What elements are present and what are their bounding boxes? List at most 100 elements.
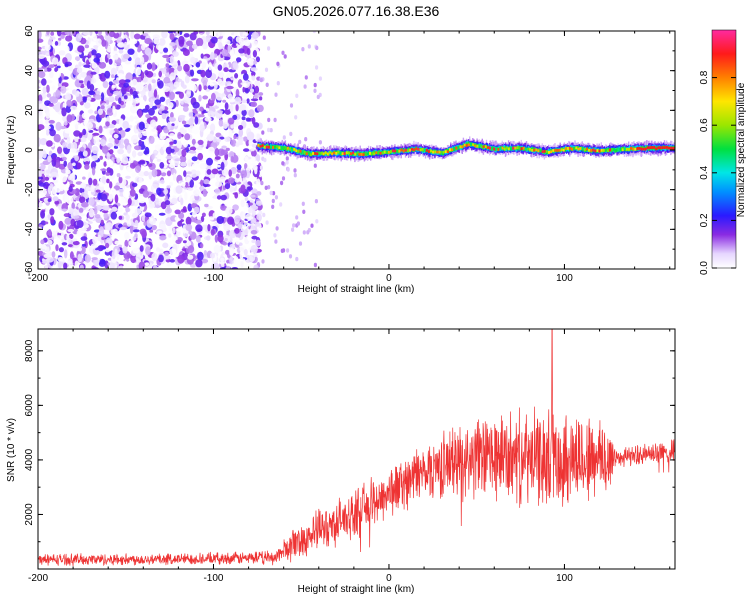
noise-blob [38, 137, 41, 147]
ridge-band [465, 142, 468, 146]
ridge-core [320, 152, 323, 155]
noise-blob [234, 227, 240, 234]
noise-blob [175, 239, 182, 245]
noise-blob [144, 70, 149, 76]
noise-blob [64, 31, 71, 36]
noise-blob [86, 59, 90, 66]
noise-blob [53, 113, 60, 123]
noise-blob [94, 94, 102, 100]
ridge-core [459, 145, 462, 149]
ridge-core [554, 148, 557, 152]
noise-blob [55, 235, 63, 240]
noise-blob [163, 76, 171, 84]
noise-blob [38, 201, 43, 209]
noise-blob [77, 253, 82, 263]
noise-blob [251, 75, 256, 81]
noise-blob [175, 227, 181, 232]
noise-blob [256, 104, 264, 113]
noise-blob [151, 252, 158, 262]
noise-blob [140, 71, 145, 81]
noise-blob [161, 68, 167, 75]
noise-blob [184, 182, 189, 188]
ridge-core [588, 149, 590, 152]
noise-blob [253, 264, 259, 269]
noise-blob [99, 57, 104, 63]
noise-blob [187, 159, 192, 168]
ridge-band [664, 147, 667, 152]
noise-blob [75, 56, 80, 62]
noise-blob [256, 178, 261, 188]
ridge-core [427, 150, 430, 153]
noise-blob [118, 176, 123, 184]
noise-blob [253, 60, 257, 65]
noise-blob [168, 117, 176, 122]
noise-blob [107, 142, 114, 148]
noise-blob [202, 188, 207, 197]
noise-blob [251, 149, 257, 157]
ridge-band [577, 145, 579, 150]
noise-blob [88, 177, 93, 186]
noise-blob [178, 78, 182, 82]
noise-blob [38, 82, 43, 87]
ridge-core [413, 148, 416, 152]
ridge-band [476, 142, 478, 148]
noise-blob [263, 157, 267, 163]
noise-blob [242, 211, 246, 220]
noise-blob [296, 221, 300, 226]
ridge-core [571, 147, 574, 151]
noise-blob [145, 246, 151, 256]
noise-blob [235, 142, 239, 147]
noise-blob [137, 132, 143, 139]
noise-blob [225, 249, 230, 255]
noise-blob [217, 31, 225, 37]
noise-blob [100, 193, 108, 202]
noise-blob [220, 161, 225, 171]
noise-blob [52, 57, 59, 65]
noise-blob [40, 210, 45, 219]
noise-blob [46, 246, 50, 255]
noise-blob [167, 31, 173, 34]
noise-blob [169, 181, 174, 187]
noise-blob [248, 109, 255, 118]
ridge-band [648, 147, 650, 151]
noise-blob [250, 101, 258, 108]
noise-blob [68, 65, 73, 72]
noise-blob [142, 33, 149, 37]
noise-blob [184, 75, 190, 84]
noise-blob [69, 173, 76, 181]
noise-blob [273, 233, 277, 238]
noise-blob [178, 91, 184, 99]
noise-blob [169, 33, 175, 41]
noise-blob [154, 99, 162, 105]
noise-blob [47, 239, 53, 245]
ridge-core [670, 146, 673, 150]
ridge-core [619, 148, 622, 152]
ridge-core [564, 147, 567, 150]
noise-blob [313, 82, 317, 88]
noise-blob [244, 155, 249, 162]
noise-blob [242, 83, 247, 88]
noise-blob [154, 144, 162, 150]
ridge-core [364, 151, 367, 155]
ridge-core [305, 152, 308, 156]
noise-blob [103, 212, 108, 219]
noise-blob [104, 65, 112, 71]
noise-blob [63, 249, 68, 259]
noise-blob [214, 188, 221, 194]
noise-blob [123, 53, 130, 59]
noise-blob [301, 201, 305, 206]
noise-blob [75, 92, 80, 97]
noise-blob [155, 197, 159, 206]
noise-blob [211, 168, 219, 175]
noise-blob [148, 89, 154, 99]
ridge-band [365, 153, 368, 157]
noise-blob [250, 98, 259, 102]
noise-blob [95, 189, 101, 193]
noise-blob [188, 111, 194, 118]
noise-blob [249, 253, 256, 262]
noise-blob [164, 138, 171, 147]
noise-blob [106, 159, 114, 166]
noise-blob [222, 56, 231, 61]
noise-blob [310, 223, 314, 228]
noise-blob [183, 141, 188, 148]
